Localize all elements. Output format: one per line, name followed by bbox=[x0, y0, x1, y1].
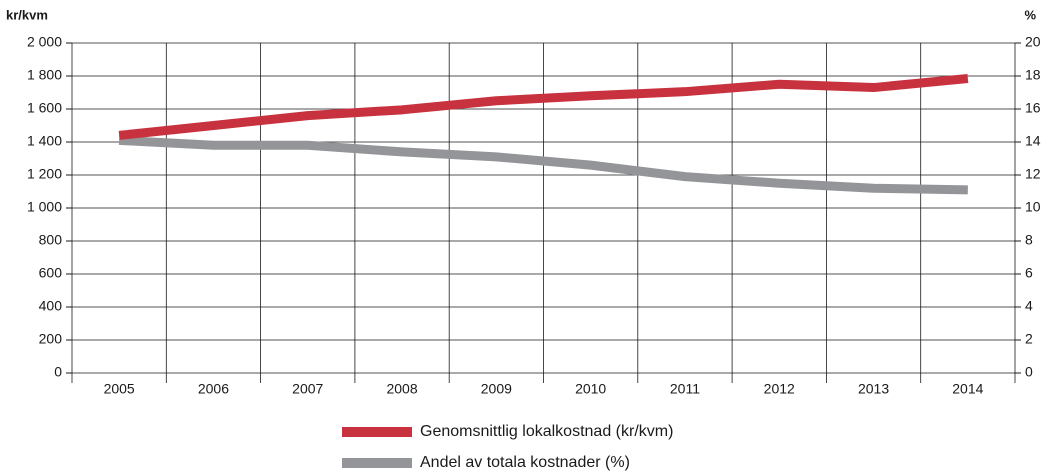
legend-label: Genomsnittlig lokalkostnad (kr/kvm) bbox=[420, 423, 673, 440]
x-tick-label: 2007 bbox=[292, 381, 323, 397]
y-tick-label: 600 bbox=[39, 265, 63, 281]
y2-tick-label: 4 bbox=[1025, 298, 1033, 314]
x-tick-label: 2010 bbox=[575, 381, 606, 397]
y-tick-label: 200 bbox=[39, 331, 63, 347]
x-tick-label: 2012 bbox=[764, 381, 795, 397]
y2-tick-label: 6 bbox=[1025, 265, 1033, 281]
y2-tick-label: 0 bbox=[1025, 364, 1033, 380]
y-tick-label: 800 bbox=[39, 232, 63, 248]
x-tick-label: 2014 bbox=[952, 381, 983, 397]
x-tick-label: 2011 bbox=[670, 381, 700, 397]
y-tick-label: 400 bbox=[39, 298, 63, 314]
y2-axis-title: % bbox=[1024, 7, 1036, 22]
y-tick-label: 1 400 bbox=[27, 133, 62, 149]
y2-tick-label: 8 bbox=[1025, 232, 1033, 248]
x-tick-label: 2006 bbox=[198, 381, 229, 397]
y2-tick-label: 2 bbox=[1025, 331, 1033, 347]
y2-tick-label: 10 bbox=[1025, 199, 1041, 215]
y-tick-label: 1 000 bbox=[27, 199, 62, 215]
y2-tick-label: 16 bbox=[1025, 100, 1041, 116]
x-tick-label: 2013 bbox=[858, 381, 889, 397]
y2-tick-label: 20 bbox=[1025, 34, 1041, 50]
x-tick-label: 2009 bbox=[481, 381, 512, 397]
y-tick-label: 2 000 bbox=[27, 34, 62, 50]
y-tick-label: 1 200 bbox=[27, 166, 62, 182]
y-axis-title: kr/kvm bbox=[6, 7, 48, 22]
y2-tick-label: 18 bbox=[1025, 67, 1041, 83]
series-line bbox=[118, 73, 969, 140]
x-tick-label: 2005 bbox=[104, 381, 135, 397]
series-line bbox=[118, 135, 968, 195]
y-tick-label: 0 bbox=[54, 364, 62, 380]
y-tick-label: 1 600 bbox=[27, 100, 62, 116]
y2-tick-label: 14 bbox=[1025, 133, 1041, 149]
y2-tick-label: 12 bbox=[1025, 166, 1041, 182]
legend-swatch bbox=[342, 458, 412, 468]
legend-swatch bbox=[342, 427, 412, 437]
x-tick-label: 2008 bbox=[386, 381, 417, 397]
y-tick-label: 1 800 bbox=[27, 67, 62, 83]
legend-label: Andel av totala kostnader (%) bbox=[420, 454, 630, 471]
